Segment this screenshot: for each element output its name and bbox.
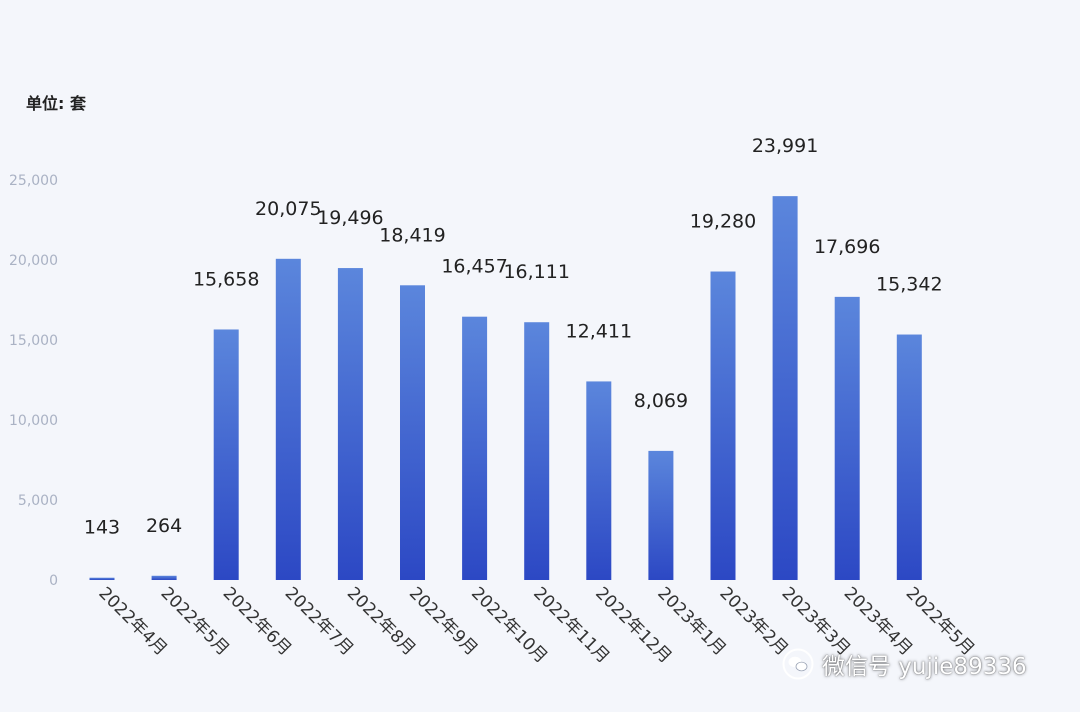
y-tick-label: 25,000 [9,173,58,189]
watermark-text: 微信号 yujie89336 [822,654,1027,680]
bar [772,196,798,581]
bars [89,196,922,581]
data-label: 20,075 [255,198,321,220]
data-label: 8,069 [634,390,688,412]
unit-label: 单位: 套 [26,94,86,113]
data-label: 17,696 [814,236,880,258]
data-label: 16,457 [441,256,507,278]
y-tick-label: 20,000 [9,253,58,269]
data-label: 15,658 [193,268,259,290]
bar [462,316,488,580]
data-label: 19,496 [317,207,383,229]
y-tick-label: 0 [49,573,58,589]
bar [89,577,115,580]
data-label: 23,991 [752,135,818,157]
bar [524,322,550,580]
bar [337,268,363,580]
y-tick-label: 10,000 [9,413,58,429]
bar [834,296,860,580]
bar [710,271,736,580]
data-label: 15,342 [876,274,942,296]
y-tick-label: 15,000 [9,333,58,349]
bar [151,575,177,580]
data-label: 18,419 [379,224,445,246]
bar [213,329,239,580]
data-label: 264 [146,515,182,537]
bar [896,334,922,580]
bar [400,285,425,580]
data-label: 19,280 [690,211,756,233]
bar [648,450,674,580]
y-axis: 0 5,000 10,000 15,000 20,000 25,000 [9,173,58,589]
data-label: 143 [84,517,120,539]
data-label: 12,411 [566,320,632,342]
wechat-icon [782,648,814,680]
data-label: 16,111 [503,261,569,283]
y-tick-label: 5,000 [18,493,58,509]
watermark: 微信号 yujie89336 [782,646,1027,682]
bar [275,258,301,580]
bar [586,381,612,580]
